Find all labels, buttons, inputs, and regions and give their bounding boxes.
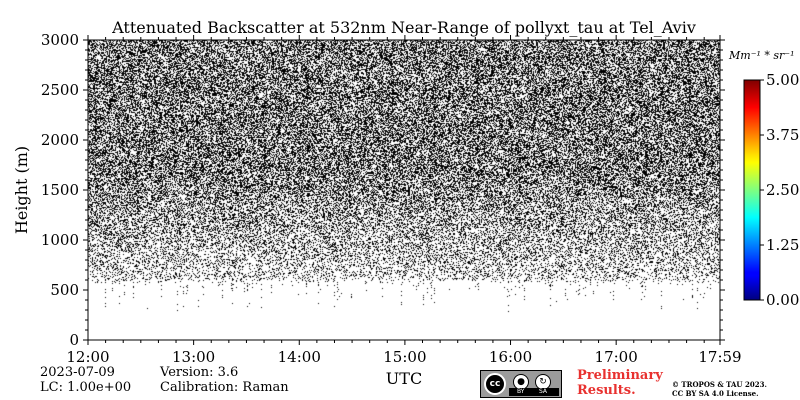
- x-tick-label: 16:00: [489, 348, 532, 366]
- x-tick-label: 15:00: [383, 348, 426, 366]
- colorbar-tick-label: 1.25: [766, 236, 799, 254]
- cc-by-text: BY: [517, 388, 525, 395]
- copyright-line-2: CC BY SA 4.0 License.: [672, 389, 759, 398]
- chart-title: Attenuated Backscatter at 532nm Near-Ran…: [111, 18, 696, 37]
- preliminary-line-1: Preliminary: [577, 368, 663, 383]
- y-tick-label: 3000: [41, 31, 79, 49]
- x-tick-label: 17:00: [595, 348, 638, 366]
- cc-icon: cc: [484, 373, 506, 395]
- colorbar-unit-label: Mm⁻¹ * sr⁻¹: [728, 49, 795, 62]
- copyright-line-1: © TROPOS & TAU 2023.: [672, 380, 767, 389]
- backscatter-speckle: [88, 40, 720, 340]
- colorbar: [743, 79, 761, 301]
- plot-area: [87, 39, 721, 341]
- x-axis-label: UTC: [386, 369, 422, 388]
- colorbar-tick-label: 3.75: [766, 126, 799, 144]
- colorbar-tick-label: 0.00: [766, 291, 799, 309]
- backscatter-heatmap: [88, 40, 720, 340]
- preliminary-line-2: Results.: [577, 383, 636, 398]
- cc-sa-text: SA: [539, 388, 548, 395]
- y-tick-label: 2500: [41, 81, 79, 99]
- x-tick-label: 17:59: [698, 348, 741, 366]
- colorbar-ticks: 0.00 1.25 2.50 3.75 5.00: [760, 71, 799, 309]
- y-tick-label: 500: [50, 281, 79, 299]
- copyright-notice: © TROPOS & TAU 2023. CC BY SA 4.0 Licens…: [672, 380, 767, 398]
- preliminary-notice: Preliminary Results.: [577, 368, 663, 398]
- cc-license-badge: cc ● ↻ BY SA: [480, 370, 562, 398]
- y-tick-label: 1000: [41, 231, 79, 249]
- x-tick-label: 14:00: [278, 348, 321, 366]
- y-tick-label: 0: [69, 331, 79, 349]
- colorbar-tick-label: 2.50: [766, 181, 799, 199]
- version-label: Version: 3.6: [160, 365, 239, 380]
- date-label: 2023-07-09: [40, 365, 115, 380]
- colorbar-tick-label: 5.00: [766, 71, 799, 89]
- x-axis: 12:00 13:00 14:00 15:00 16:00 17:00 17:59: [66, 35, 742, 366]
- calibration-label: Calibration: Raman: [160, 380, 289, 395]
- y-axis-label: Height (m): [12, 146, 31, 234]
- cc-label-strip: BY SA: [509, 388, 559, 396]
- y-tick-label: 2000: [41, 131, 79, 149]
- lc-label: LC: 1.00e+00: [40, 380, 132, 395]
- y-axis: 0 500 1000 1500 2000 2500 3000: [41, 31, 725, 349]
- y-tick-label: 1500: [41, 181, 79, 199]
- x-tick-label: 13:00: [172, 348, 215, 366]
- x-tick-label: 12:00: [66, 348, 109, 366]
